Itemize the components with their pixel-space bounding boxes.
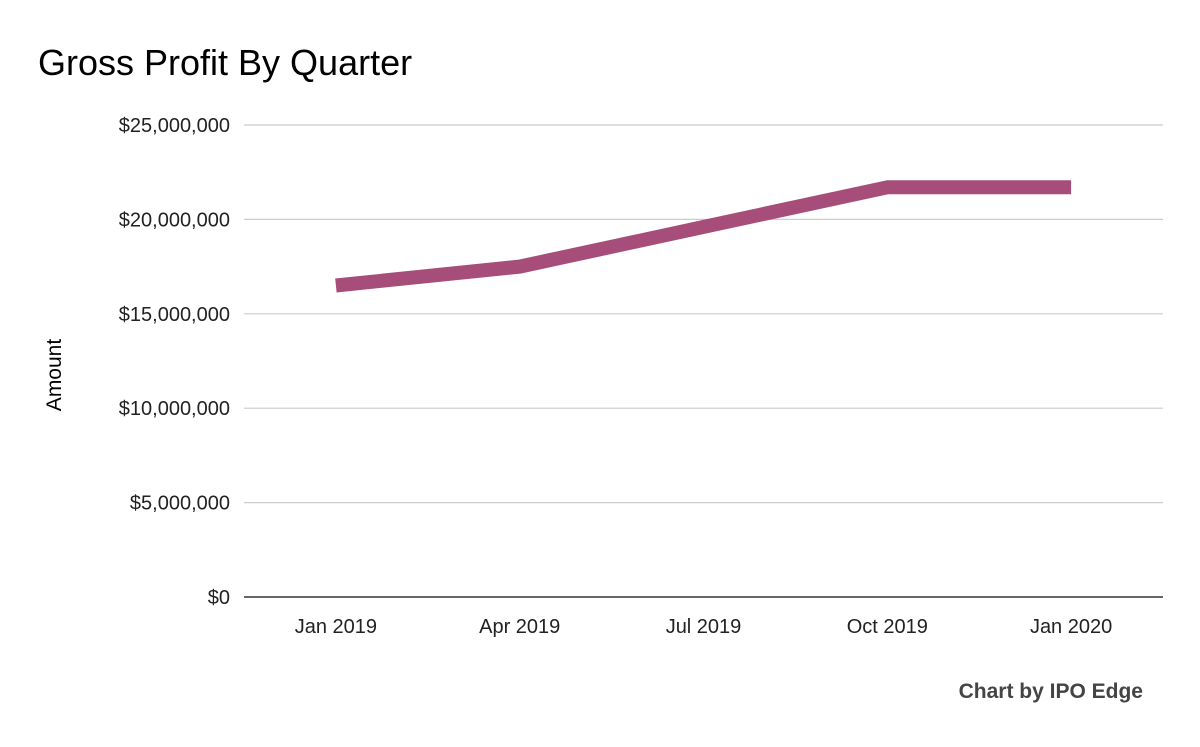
x-tick-label: Jan 2020	[1030, 616, 1112, 638]
series-layer	[336, 187, 1071, 285]
y-tick-label: $25,000,000	[119, 115, 230, 137]
gridlines	[244, 125, 1163, 597]
y-tick-label: $15,000,000	[119, 304, 230, 326]
y-axis-ticks: $0 $5,000,000 $10,000,000 $15,000,000 $20,00…	[119, 115, 230, 609]
series-line	[336, 187, 1071, 285]
x-axis-ticks: Jan 2019 Apr 2019 Jul 2019 Oct 2019 Jan 2020	[295, 616, 1112, 638]
y-axis-title: Amount	[43, 339, 66, 412]
x-tick-label: Apr 2019	[479, 616, 560, 638]
chart-credit: Chart by IPO Edge	[959, 680, 1143, 703]
y-tick-label: $10,000,000	[119, 398, 230, 420]
x-tick-label: Oct 2019	[847, 616, 928, 638]
y-tick-label: $5,000,000	[130, 493, 230, 515]
chart-title: Gross Profit By Quarter	[38, 42, 412, 83]
y-tick-label: $0	[208, 587, 230, 609]
x-tick-label: Jul 2019	[666, 616, 742, 638]
x-tick-label: Jan 2019	[295, 616, 377, 638]
y-tick-label: $20,000,000	[119, 209, 230, 231]
